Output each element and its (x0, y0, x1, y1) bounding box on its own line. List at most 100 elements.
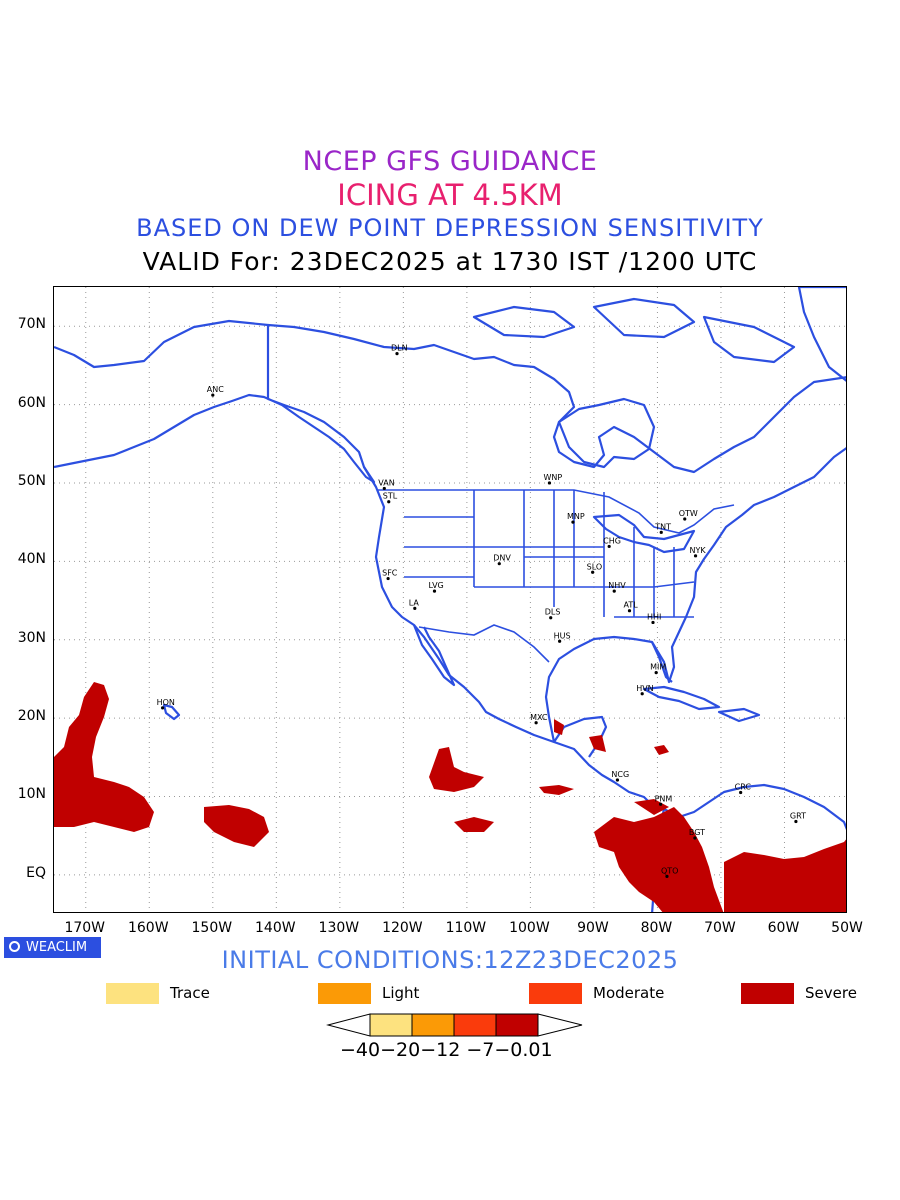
map-canvas: DLN ANC WNP VAN STL OTW MNP TNT CHG NYK DNV SFC SLO L… (54, 287, 846, 912)
station-marker (794, 819, 798, 824)
hudson-bay (557, 397, 656, 469)
weaclim-label: WEACLIM (26, 940, 88, 955)
lon-label: 80W (640, 920, 673, 936)
lat-label: 60N (17, 394, 46, 411)
circle-logo-icon (9, 941, 20, 952)
station-label: ANC (207, 385, 224, 394)
lat-label: 70N (17, 316, 46, 333)
legend-label-light: Light (382, 984, 420, 1002)
lat-label: EQ (26, 864, 46, 881)
station-label: TNT (654, 522, 671, 531)
title-line-2: ICING AT 4.5KM (337, 178, 563, 212)
coastline-florida (651, 641, 673, 683)
colorbar-segment-severe (495, 1013, 539, 1037)
island-hispaniola (717, 707, 761, 723)
station-label: BGT (689, 828, 705, 837)
island-greenland (797, 287, 846, 382)
station-marker (651, 620, 655, 625)
station-marker (382, 486, 386, 491)
station-marker (432, 589, 437, 593)
lat-label: 40N (17, 551, 46, 568)
lon-label: 100W (509, 920, 550, 936)
island-arctic-1 (472, 305, 576, 339)
colorbar-labels: −40−20−12 −7−0.01 (340, 1039, 553, 1061)
station-marker (211, 393, 215, 397)
station-label: VAN (378, 478, 394, 487)
icing-area-east-pacific-small (454, 817, 494, 832)
graticule (54, 287, 846, 912)
station-label: DLS (545, 608, 561, 617)
station-marker (640, 692, 644, 696)
station-label: HVN (636, 684, 653, 693)
icing-area-venezuela-brazil (724, 839, 846, 912)
state-lines-1 (404, 490, 614, 617)
station-marker (665, 874, 669, 878)
station-label: LA (409, 598, 420, 607)
great-lakes (592, 513, 696, 554)
station-marker (547, 481, 552, 485)
colorbar-segment-light (411, 1013, 455, 1037)
station-marker (739, 790, 743, 795)
lon-label: 160W (127, 920, 169, 936)
station-label: CRC (735, 783, 752, 792)
initial-conditions: INITIAL CONDITIONS:12Z23DEC2025 (221, 946, 679, 974)
coastlines (54, 287, 846, 912)
lon-label: 90W (577, 920, 609, 936)
station-label: HON (157, 698, 175, 707)
station-marker (387, 500, 391, 504)
icing-area-guatemala (589, 735, 606, 752)
coastline-gulf (544, 447, 846, 743)
icing-area-central-pacific-mid (204, 805, 269, 847)
station-marker (591, 570, 595, 574)
colorbar-right-arrow (537, 1013, 583, 1037)
station-marker (571, 520, 575, 524)
station-label: PNM (655, 794, 673, 803)
station-label: NHV (608, 581, 626, 590)
station-marker (693, 836, 697, 840)
lat-label: 10N (17, 786, 46, 803)
title-line-1: NCEP GFS GUIDANCE (302, 146, 598, 177)
station-label: MNP (567, 512, 585, 521)
station-marker (549, 616, 553, 620)
border-us-mexico (418, 624, 550, 663)
weaclim-badge: WEACLIM (4, 937, 101, 958)
icing-area-colombia (594, 807, 724, 912)
coastline-canada-north (267, 323, 846, 474)
station-marker (659, 802, 663, 806)
station-label: MXC (530, 713, 548, 722)
station-marker (627, 609, 632, 613)
icing-area-gulf-of-tehuantepec (539, 785, 574, 795)
station-label: OTW (679, 509, 698, 518)
valid-time: VALID For: 23DEC2025 at 1730 IST /1200 U… (142, 247, 758, 276)
station-marker (395, 352, 399, 356)
station-marker (659, 530, 663, 534)
political-borders (267, 325, 735, 663)
lat-label: 20N (17, 708, 46, 725)
lon-label: 150W (191, 920, 233, 936)
lat-label: 30N (17, 629, 46, 646)
legend-swatch-severe (741, 983, 794, 1004)
state-lines-2 (609, 527, 695, 618)
station-label: NCG (611, 770, 629, 779)
icing-area-mexico (554, 719, 564, 735)
station-marker (386, 576, 390, 581)
icing-area-central-pacific-west (54, 682, 154, 832)
station-label: SFC (382, 569, 398, 578)
station-label: ATL (623, 601, 638, 610)
station-label: LVG (428, 581, 443, 590)
title-line-3: BASED ON DEW POINT DEPRESSION SENSITIVIT… (136, 214, 764, 242)
coastline-south-america (663, 783, 846, 830)
legend-swatch-moderate (529, 983, 582, 1004)
lon-label: 170W (64, 920, 106, 936)
coastline-west (363, 466, 665, 811)
legend-swatch-light (318, 983, 371, 1004)
station-label: STL (383, 492, 398, 501)
lon-label: 110W (445, 920, 487, 936)
icing-areas (54, 682, 846, 912)
lon-label: 130W (318, 920, 360, 936)
station-marker (654, 671, 658, 675)
legend-swatch-trace (106, 983, 159, 1004)
coastline-alaska (54, 319, 376, 484)
island-hawaii (162, 703, 181, 721)
stations: DLN ANC WNP VAN STL OTW MNP TNT CHG NYK DNV SFC SLO L… (157, 344, 806, 878)
